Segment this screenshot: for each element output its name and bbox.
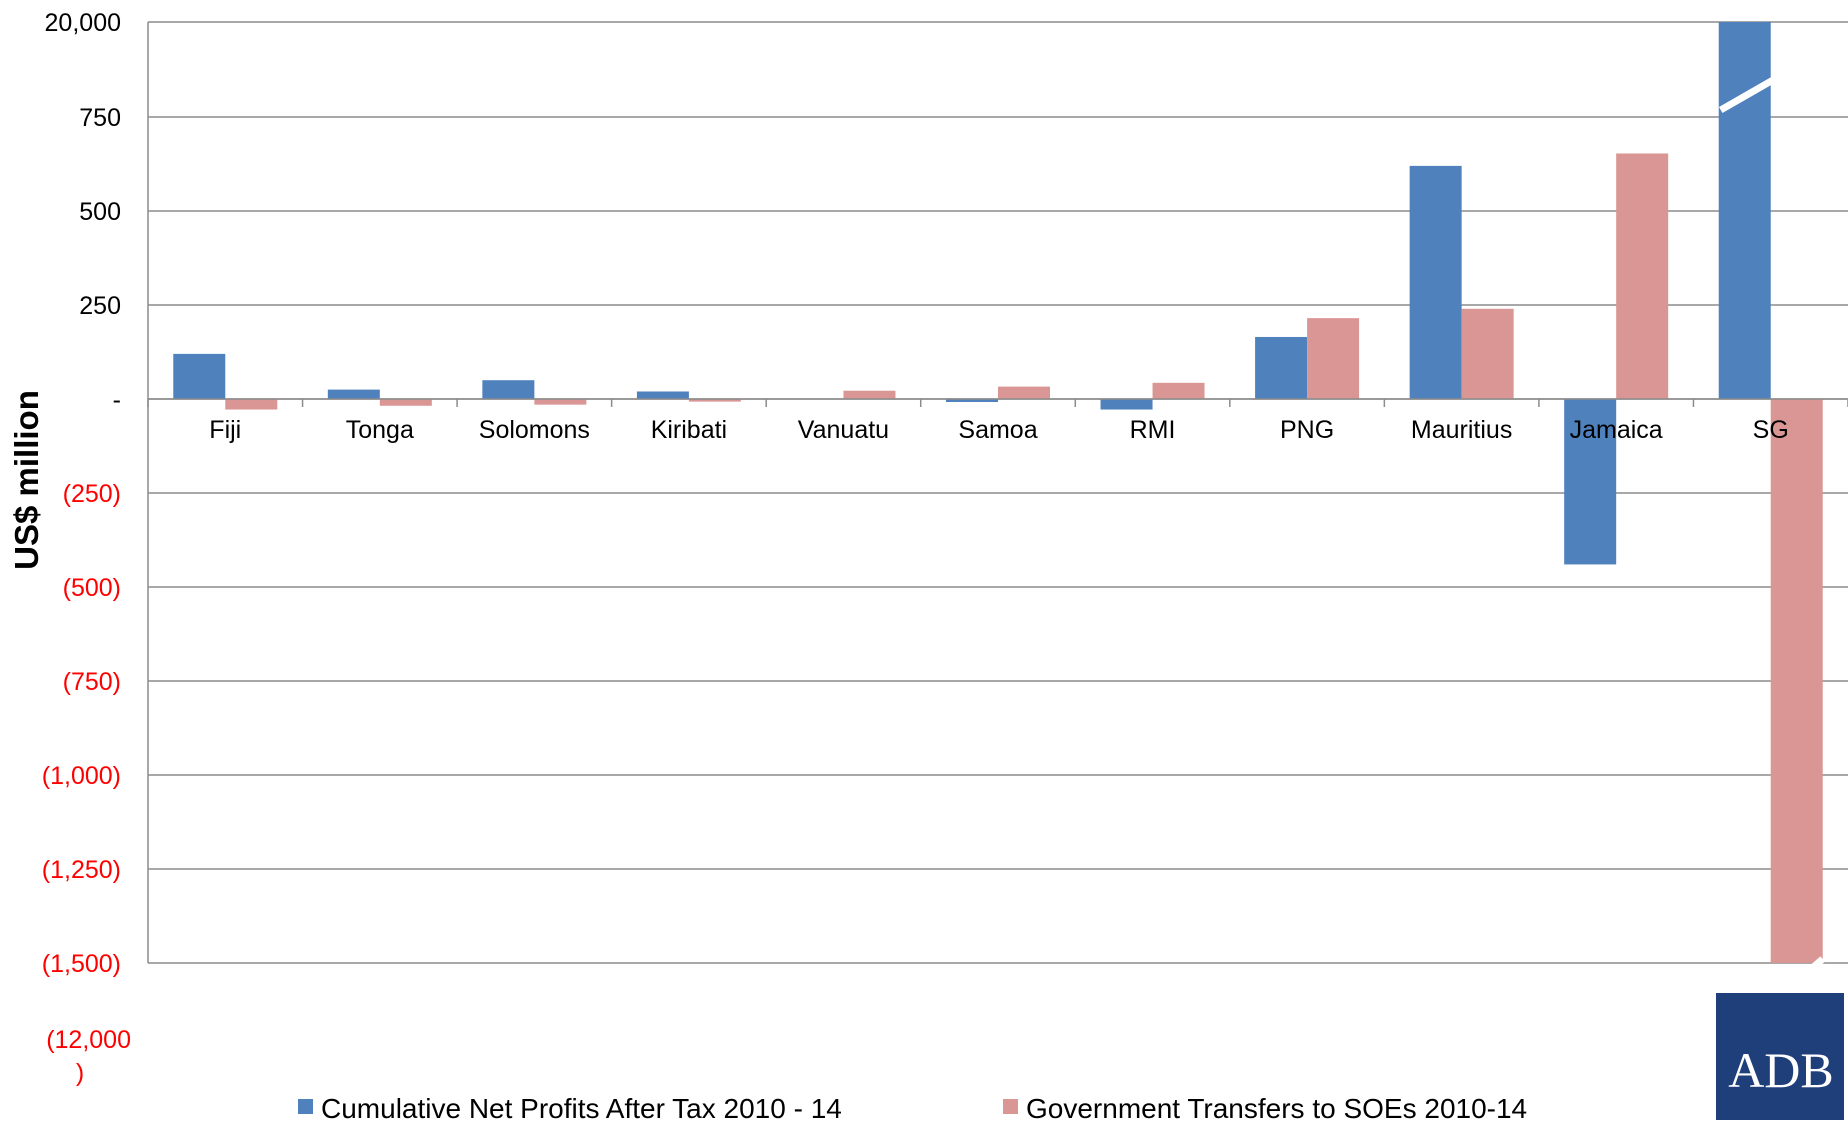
y-axis-label: US$ million	[8, 390, 45, 570]
category-label: Solomons	[479, 416, 590, 444]
category-label: Tonga	[346, 416, 414, 444]
bar-net-profit	[946, 399, 998, 403]
y-tick-label: (12,000	[46, 1026, 131, 1054]
bar-net-profit	[327, 389, 380, 399]
y-tick-label: (1,250)	[42, 856, 121, 884]
category-labels: Fiji Tonga Solomons Kiribati Vanuatu Samoa RMI…	[209, 416, 1788, 444]
axis-break-mark	[1775, 956, 1826, 997]
bar-net-profit	[482, 380, 535, 399]
bar-net-profit	[1100, 399, 1153, 410]
category-label: PNG	[1280, 416, 1334, 444]
category-label: Jamaica	[1570, 416, 1663, 444]
bar-gov-transfer	[843, 390, 896, 399]
bar-gov-transfer	[688, 399, 741, 402]
axis-break-mark	[1718, 75, 1777, 114]
y-tick-label: (250)	[63, 480, 121, 508]
adb-logo: ADB	[1716, 993, 1844, 1120]
bar-net-profit	[636, 391, 689, 399]
bar-gov-transfer	[1770, 399, 1823, 963]
y-tick-label: (750)	[63, 668, 121, 696]
bar-net-profit	[1409, 165, 1462, 399]
bar-gov-transfer	[225, 399, 278, 410]
bar-net-profit	[1255, 336, 1308, 399]
category-label: Mauritius	[1411, 416, 1512, 444]
y-tick-labels: 20,000 750 500 250 - (250) (500) (750) (1,000) (1…	[42, 9, 121, 978]
y-tick-label: )	[76, 1059, 84, 1087]
y-tick-label: (500)	[63, 574, 121, 602]
bar-net-profit	[1718, 22, 1771, 399]
category-label: Kiribati	[651, 416, 727, 444]
bar-net-profit	[173, 353, 226, 399]
bar-gov-transfer	[1616, 153, 1669, 399]
bar-gov-transfer	[1307, 318, 1360, 399]
bar-gov-transfer	[998, 386, 1050, 399]
bar-net-profit	[1564, 399, 1617, 565]
y-tick-label: 250	[79, 292, 121, 320]
category-label: RMI	[1130, 416, 1176, 444]
bars	[173, 22, 1826, 997]
y-tick-label: 20,000	[45, 9, 121, 37]
y-tick-label: (1,500)	[42, 950, 121, 978]
bar-gov-transfer	[1152, 382, 1205, 399]
legend-label: Government Transfers to SOEs 2010-14	[1026, 1093, 1527, 1123]
bar-gov-transfer	[1461, 308, 1514, 399]
y-tick-label: 750	[79, 104, 121, 132]
y-tick-label: (1,000)	[42, 762, 121, 790]
logo-background	[1716, 993, 1844, 1120]
category-label: SG	[1753, 416, 1789, 444]
legend-swatch	[298, 1099, 313, 1114]
axes	[147, 22, 1848, 963]
category-label: Fiji	[209, 416, 241, 444]
bar-gov-transfer	[379, 399, 432, 406]
y-tick-label: -	[113, 386, 121, 414]
y-tick-label: 500	[79, 198, 121, 226]
logo-text: ADB	[1728, 1042, 1834, 1098]
bar-gov-transfer	[534, 399, 587, 405]
legend: Cumulative Net Profits After Tax 2010 - …	[298, 1093, 1527, 1123]
broken-axis-label: (12,000)	[46, 1026, 131, 1087]
category-label: Vanuatu	[798, 416, 889, 444]
category-label: Samoa	[958, 416, 1037, 444]
legend-swatch	[1003, 1099, 1018, 1114]
legend-label: Cumulative Net Profits After Tax 2010 - …	[321, 1093, 842, 1123]
